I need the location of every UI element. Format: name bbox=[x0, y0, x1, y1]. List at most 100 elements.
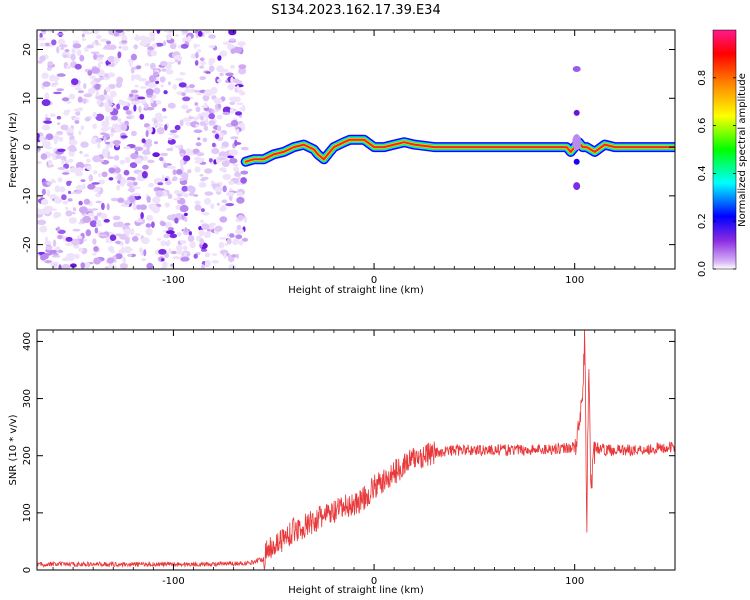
spectrogram-noise-cell bbox=[190, 121, 200, 128]
spectrogram-noise-cell bbox=[97, 142, 101, 149]
spectrogram-noise-cell bbox=[194, 156, 202, 161]
spectrogram-noise-cell bbox=[115, 253, 123, 260]
spectrogram-noise-cell bbox=[71, 48, 76, 54]
spectrogram-noise-cell bbox=[226, 238, 232, 245]
spectrogram-noise-cell bbox=[80, 262, 86, 269]
spectrogram-noise-cell bbox=[143, 249, 147, 257]
spectrogram-noise-cell bbox=[163, 90, 168, 95]
spectrogram-noise-cell bbox=[172, 84, 178, 90]
spectrogram-noise-cell bbox=[132, 181, 138, 186]
spectrogram-noise-cell bbox=[196, 152, 205, 157]
spectrogram-noise-cell bbox=[119, 159, 126, 165]
spectrogram-noise-cell bbox=[46, 189, 51, 197]
spectrogram-noise-cell bbox=[181, 30, 189, 34]
spectrogram-noise-cell bbox=[116, 184, 121, 191]
spectrogram-noise-cell bbox=[235, 234, 243, 240]
spectrogram-noise-cell bbox=[174, 124, 181, 131]
spectrogram-noise-cell bbox=[204, 252, 211, 258]
spectrogram-noise-cell bbox=[113, 32, 120, 37]
spectrogram-noise-cell bbox=[188, 231, 192, 236]
spectrogram-noise-cell bbox=[122, 105, 130, 111]
spectrogram-noise-cell bbox=[58, 264, 62, 269]
spectrogram-noise-cell bbox=[68, 139, 78, 146]
spectrogram-noise-cell bbox=[57, 234, 63, 240]
spectrogram-noise-cell bbox=[92, 155, 102, 163]
spectrogram-x-tick-label: 0 bbox=[371, 275, 377, 286]
spectrogram-noise-cell bbox=[85, 229, 92, 237]
snr-y-tick-label: 400 bbox=[22, 332, 33, 351]
spectrogram-noise-cell bbox=[195, 106, 201, 113]
spectrogram-noise-cell bbox=[76, 235, 83, 240]
spectrogram-noise-cell bbox=[142, 150, 151, 155]
spectrogram-noise-cell bbox=[45, 42, 50, 47]
spectrogram-noise-cell bbox=[131, 114, 135, 120]
spectrogram-noise-cell bbox=[39, 55, 46, 62]
spectrogram-noise-cell bbox=[184, 216, 188, 223]
spectrogram-noise-cell bbox=[202, 94, 210, 102]
spectrogram-noise-cell bbox=[137, 171, 143, 177]
spectrogram-noise-cell bbox=[53, 140, 58, 144]
spectrogram-noise-cell bbox=[168, 227, 174, 231]
spectrogram-noise-cell bbox=[75, 161, 85, 170]
spectrogram-noise-cell bbox=[174, 59, 179, 63]
spectrogram-noise-cell bbox=[41, 188, 47, 196]
spectrogram-noise-cell bbox=[56, 33, 64, 36]
colorbar-tick-label: 0.0 bbox=[697, 261, 708, 277]
spectrogram-noise-cell bbox=[185, 148, 193, 156]
spectrogram-noise-cell bbox=[105, 86, 111, 93]
spectrogram-noise-cell bbox=[160, 60, 168, 67]
spectrogram-noise-cell bbox=[80, 125, 85, 131]
spectrogram-noise-cell bbox=[172, 169, 177, 176]
spectrogram-noise-cell bbox=[91, 208, 99, 211]
spectrogram-noise-cell bbox=[53, 261, 59, 265]
spectrogram-noise-cell bbox=[167, 81, 172, 86]
spectrogram-noise-cell bbox=[142, 155, 149, 161]
spectrogram-noise-cell bbox=[39, 32, 43, 39]
spectrogram-noise-cell bbox=[50, 76, 60, 81]
spectrogram-noise-cell bbox=[204, 191, 214, 196]
spectrogram-noise-cell bbox=[115, 143, 120, 148]
spectrogram-noise-cell bbox=[116, 103, 120, 110]
spectrogram-noise-cell bbox=[125, 110, 132, 115]
spectrogram-noise-cell bbox=[200, 248, 208, 252]
spectrogram-noise-cell bbox=[179, 179, 188, 185]
spectrogram-noise-cell bbox=[226, 191, 235, 197]
spectrogram-noise-cell bbox=[74, 119, 80, 124]
spectrogram-noise-cell bbox=[121, 101, 128, 107]
spectrogram-noise-cell bbox=[152, 152, 160, 158]
spectrogram-noise-cell bbox=[93, 53, 98, 60]
spectrogram-noise-cell bbox=[109, 156, 114, 160]
spectrogram-noise-cell bbox=[73, 116, 80, 121]
spectrogram-noise-cell bbox=[117, 173, 122, 181]
spectrogram-noise-cell bbox=[74, 190, 82, 194]
spectrogram-noise-cell bbox=[94, 96, 103, 99]
spectrogram-noise-cell bbox=[167, 165, 176, 170]
snr-y-tick-label: 200 bbox=[22, 446, 33, 465]
spectrogram-noise-cell bbox=[119, 263, 128, 269]
spectrogram-noise-cell bbox=[183, 193, 189, 198]
spectrogram-noise-cell bbox=[94, 215, 98, 221]
colorbar-tick-label: 0.6 bbox=[697, 118, 708, 134]
spectrogram-noise-cell bbox=[50, 261, 55, 267]
spectrogram-noise-cell bbox=[40, 198, 49, 206]
spectrogram-noise-cell bbox=[48, 159, 53, 166]
spectrogram-noise-cell bbox=[150, 98, 154, 104]
spectrogram-noise-cell bbox=[68, 158, 74, 163]
spectrogram-noise-cell bbox=[161, 68, 167, 72]
spectrogram-noise-cell bbox=[84, 31, 92, 35]
spectrogram-noise-cell bbox=[78, 247, 84, 252]
spectrogram-noise-cell bbox=[91, 182, 100, 185]
spectrogram-noise-cell bbox=[225, 72, 234, 77]
spectrogram-noise-cell bbox=[62, 172, 70, 175]
spectrogram-noise-cell bbox=[164, 124, 168, 131]
spectrogram-noise-cell bbox=[139, 40, 148, 47]
snr-x-tick-label: 0 bbox=[371, 576, 377, 587]
spectrogram-noise-cell bbox=[114, 167, 121, 174]
spectrogram-noise-cell bbox=[37, 208, 44, 215]
spectrogram-noise-cell bbox=[170, 250, 178, 255]
spectrogram-frame bbox=[36, 29, 676, 270]
spectrogram-noise-cell bbox=[221, 141, 229, 148]
spectrogram-noise-cell bbox=[135, 34, 139, 42]
spectrogram-noise-cell bbox=[157, 182, 164, 186]
